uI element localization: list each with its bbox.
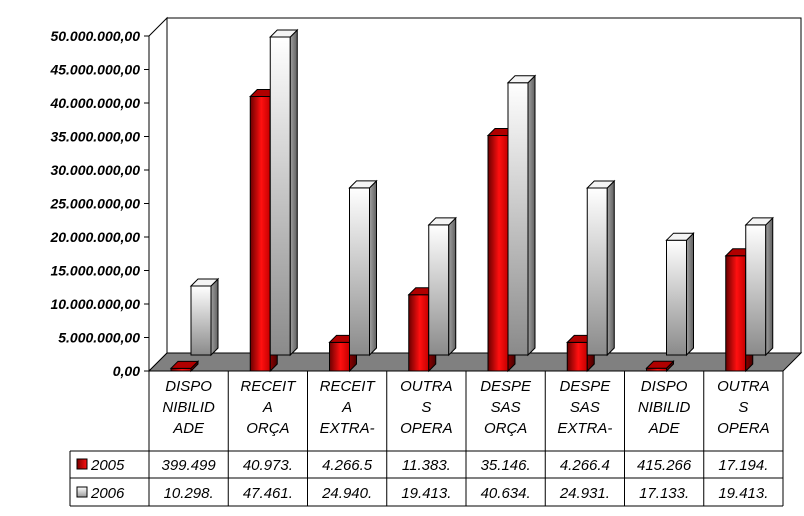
category-label: NIBILID (638, 399, 691, 416)
category-label: A (262, 399, 273, 416)
category-label: EXTRA- (557, 420, 612, 437)
category-label: ADE (172, 420, 205, 437)
table-cell-value: 4.266.5 (322, 457, 373, 474)
category-label: DISPO (641, 378, 688, 395)
category-label: OPERA (717, 420, 770, 437)
table-cell-value: 24.931. (559, 485, 610, 502)
floor (147, 352, 803, 372)
table-cell-value: 40.973. (243, 457, 293, 474)
table-cell-value: 11.383. (402, 457, 451, 474)
plot-walls (147, 16, 803, 373)
table-cell-value: 17.133. (639, 485, 689, 502)
bar-2006-3 (348, 179, 378, 357)
legend-label-2005: 2005 (90, 457, 125, 474)
y-tick-label: 15.000.000,00 (50, 263, 140, 279)
category-label: DESPE (480, 378, 532, 395)
bars (169, 28, 774, 373)
bar-2006-7 (665, 232, 695, 357)
bar-2006-4 (427, 216, 457, 357)
category-label: ORÇA (484, 420, 527, 437)
bar-2006-5 (506, 74, 537, 357)
y-tick-label: 30.000.000,00 (50, 162, 140, 178)
bar-2006-2 (269, 28, 299, 357)
category-label: EXTRA- (320, 420, 375, 437)
table-cell-value: 17.194. (718, 457, 768, 474)
category-label: S (421, 399, 431, 416)
bar-2006-6 (586, 179, 616, 357)
category-label: DISPO (165, 378, 212, 395)
table-cell-value: 47.461. (243, 485, 293, 502)
table-cell-value: 415.266 (637, 457, 692, 474)
y-tick-label: 20.000.000,00 (49, 229, 140, 245)
table-cell-value: 35.146. (481, 457, 531, 474)
legend-swatch-2006 (76, 486, 88, 498)
y-tick-label: 35.000.000,00 (50, 129, 140, 145)
table-cell-value: 10.298. (164, 485, 214, 502)
category-label: RECEIT (320, 378, 377, 395)
y-tick-label: 5.000.000,00 (58, 330, 140, 346)
bar-2005-7 (645, 360, 675, 373)
y-tick-label: 50.000.000,00 (50, 28, 140, 44)
table-cell-value: 19.413. (718, 485, 768, 502)
table-cell-value: 40.634. (481, 485, 531, 502)
category-label: ORÇA (246, 420, 289, 437)
category-label: A (341, 399, 352, 416)
category-label: SAS (570, 399, 600, 416)
table-cell-value: 24.940. (321, 485, 372, 502)
category-label: OUTRA (400, 378, 453, 395)
table-cell-value: 4.266.4 (560, 457, 610, 474)
category-label: RECEIT (240, 378, 297, 395)
bar-2005-1 (169, 360, 200, 373)
category-label: NIBILID (162, 399, 215, 416)
legend-swatch-2005 (76, 458, 88, 470)
bar-2006-1 (189, 277, 220, 357)
category-label: S (738, 399, 748, 416)
category-label: OUTRA (717, 378, 770, 395)
bar-2006-8 (744, 216, 774, 357)
category-label: SAS (491, 399, 521, 416)
data-table: DISPO NIBILID ADE RECEIT A ORÇA RECEIT A EXTRA- O… (69, 371, 784, 507)
legend-label-2006: 2006 (90, 485, 125, 502)
category-label: DESPE (559, 378, 611, 395)
side-wall (148, 16, 168, 373)
y-tick-label: 10.000.000,00 (50, 296, 140, 312)
y-tick-label: 40.000.000,00 (49, 95, 140, 111)
y-tick-label: 45.000.000,00 (49, 62, 140, 78)
y-tick-label: 25.000.000,00 (49, 196, 140, 212)
category-label: ADE (648, 420, 681, 437)
table-cell-value: 399.499 (162, 457, 217, 474)
y-tick-label: 0,00 (113, 363, 140, 379)
table-cell-value: 19.413. (401, 485, 451, 502)
category-label: OPERA (400, 420, 453, 437)
y-axis: 0,00 5.000.000,00 10.000.000,00 15.000.000,… (49, 28, 149, 379)
